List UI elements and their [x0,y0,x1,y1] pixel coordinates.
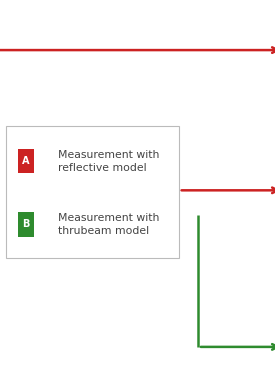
Text: A: A [22,157,30,166]
Bar [6,126,179,258]
Text: Measurement with
reflective model: Measurement with reflective model [58,150,159,173]
Text: Measurement with
thrubeam model: Measurement with thrubeam model [58,213,159,236]
Text: B: B [23,220,30,229]
Bar [18,150,34,174]
Bar [18,212,34,237]
